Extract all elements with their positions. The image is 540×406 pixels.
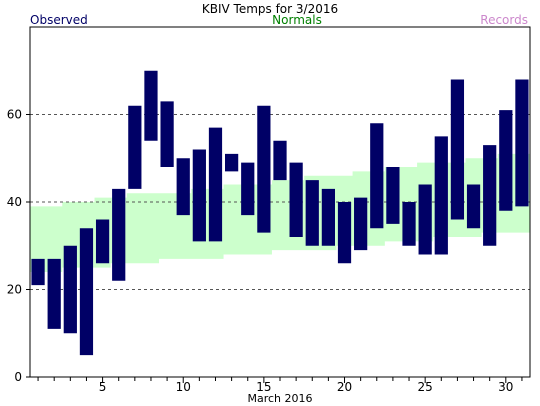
x-axis-label: March 2016: [247, 392, 312, 405]
y-tick-label: 0: [14, 370, 22, 384]
observed-bar: [176, 158, 190, 216]
observed-bar: [31, 258, 45, 286]
observed-bar: [112, 188, 126, 281]
observed-bar: [402, 202, 416, 246]
observed-bar: [305, 180, 319, 246]
observed-bar: [289, 162, 303, 237]
observed-bar: [79, 228, 94, 356]
observed-bar: [192, 149, 206, 242]
x-tick-label: 25: [418, 380, 433, 394]
observed-bar: [418, 184, 432, 255]
x-tick-label: 30: [498, 380, 513, 394]
x-tick-label: 20: [337, 380, 352, 394]
legend-records: Records: [480, 13, 528, 27]
observed-bar: [47, 258, 61, 329]
plot-area: 5 10 15 20 25 30 0 20 40 60: [7, 26, 531, 394]
observed-bar: [63, 245, 77, 334]
legend-observed: Observed: [30, 13, 88, 27]
observed-bar: [273, 140, 287, 181]
legend-normals: Normals: [272, 13, 322, 27]
observed-bar: [321, 188, 335, 246]
observed-bar: [466, 184, 481, 229]
observed-bar: [241, 162, 255, 216]
observed-bar: [370, 123, 384, 229]
observed-bar: [450, 79, 465, 220]
y-tick-label: 40: [7, 195, 22, 209]
observed-bar: [95, 219, 110, 264]
observed-bar: [337, 202, 352, 264]
observed-bar: [144, 70, 158, 141]
observed-bar: [208, 127, 223, 242]
x-tick-label: 10: [176, 380, 191, 394]
observed-bar: [515, 79, 529, 207]
x-tick-label: 5: [99, 380, 107, 394]
observed-bar: [483, 145, 497, 246]
observed-bar: [225, 153, 239, 172]
x-tick-label: 15: [256, 380, 271, 394]
observed-bar: [257, 105, 271, 233]
observed-bar: [434, 136, 448, 255]
observed-bar: [354, 197, 368, 251]
chart-title: KBIV Temps for 3/2016: [202, 2, 338, 16]
observed-bar: [128, 105, 142, 189]
observed-bar: [499, 110, 513, 211]
observed-bar: [386, 167, 400, 224]
y-tick-label: 60: [7, 108, 22, 122]
normals-band: [30, 153, 530, 272]
observed-bar: [160, 101, 174, 167]
y-tick-label: 20: [7, 283, 22, 297]
